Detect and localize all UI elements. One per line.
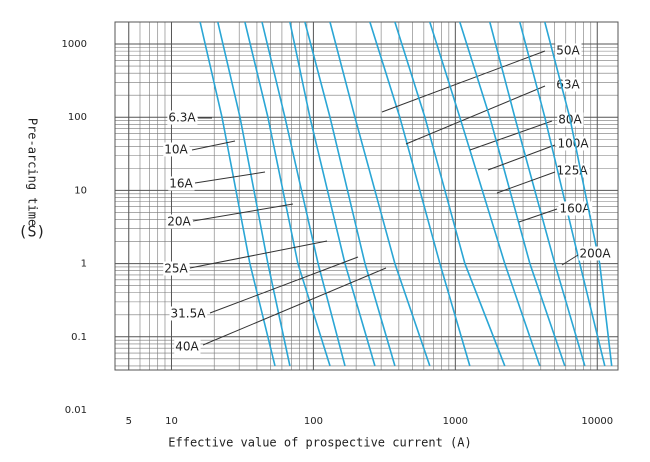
curve (459, 22, 566, 367)
leader-line (202, 267, 387, 346)
curve-label: 31.5A (171, 307, 207, 321)
curve-label: 25A (164, 262, 188, 276)
x-tick-label: 5 (126, 416, 132, 427)
leader-line (561, 254, 579, 266)
label-bg (174, 339, 201, 354)
curve (199, 22, 276, 367)
label-bg (558, 201, 593, 216)
leader-line (469, 120, 553, 151)
curve-label: 20A (167, 215, 191, 229)
leader-line (191, 140, 236, 151)
curve-label: 100A (557, 137, 589, 151)
label-bg (166, 214, 193, 229)
y-axis-label: Pre-arcing time (26, 118, 40, 226)
label-bg (163, 261, 190, 276)
leader-line (381, 50, 546, 113)
curve (244, 22, 331, 367)
x-tick-label: 10 (165, 416, 178, 427)
curve-label: 16A (169, 177, 193, 191)
curve-label: 40A (175, 340, 199, 354)
curve (217, 22, 291, 367)
label-bg (163, 142, 190, 157)
y-tick-label: 1000 (62, 39, 87, 50)
leader-line (189, 240, 328, 269)
leader-line (192, 203, 294, 222)
label-bg (169, 306, 208, 321)
curve-label: 10A (164, 143, 188, 157)
curve-label: 200A (579, 247, 611, 261)
curve (304, 22, 396, 367)
leader-line (209, 256, 359, 314)
plot-frame (114, 21, 619, 371)
x-tick-label: 1000 (443, 416, 468, 427)
x-tick-label: 100 (304, 416, 323, 427)
leader-line (496, 171, 556, 194)
x-tick-label: 10000 (581, 416, 613, 427)
curve (489, 22, 586, 367)
y-tick-label: 0.01 (65, 405, 87, 416)
y-axis-unit: (S) (18, 223, 45, 241)
curve-label: 50A (556, 44, 580, 58)
label-bg (168, 176, 195, 191)
curve-label: 125A (556, 164, 588, 178)
curve (261, 22, 346, 367)
label-bg (556, 136, 591, 151)
curve (394, 22, 506, 367)
x-axis-label: Effective value of prospective current (… (168, 436, 471, 450)
curve-label: 6.3A (168, 111, 196, 125)
leader-line (405, 85, 546, 145)
y-tick-label: 0.1 (71, 332, 87, 343)
leader-line (487, 144, 556, 171)
curve (369, 22, 471, 367)
y-tick-label: 10 (74, 185, 87, 196)
label-bg (167, 110, 198, 125)
leader-line (518, 208, 558, 223)
curve (289, 22, 376, 367)
label-bg (578, 246, 613, 261)
curve-label: 160A (559, 202, 591, 216)
curve (544, 22, 613, 366)
curve (329, 22, 431, 367)
label-bg (555, 43, 582, 58)
curve (429, 22, 541, 367)
y-tick-label: 1 (81, 259, 87, 270)
y-tick-label: 100 (68, 112, 87, 123)
leader-line (194, 171, 266, 184)
curve (519, 22, 606, 367)
